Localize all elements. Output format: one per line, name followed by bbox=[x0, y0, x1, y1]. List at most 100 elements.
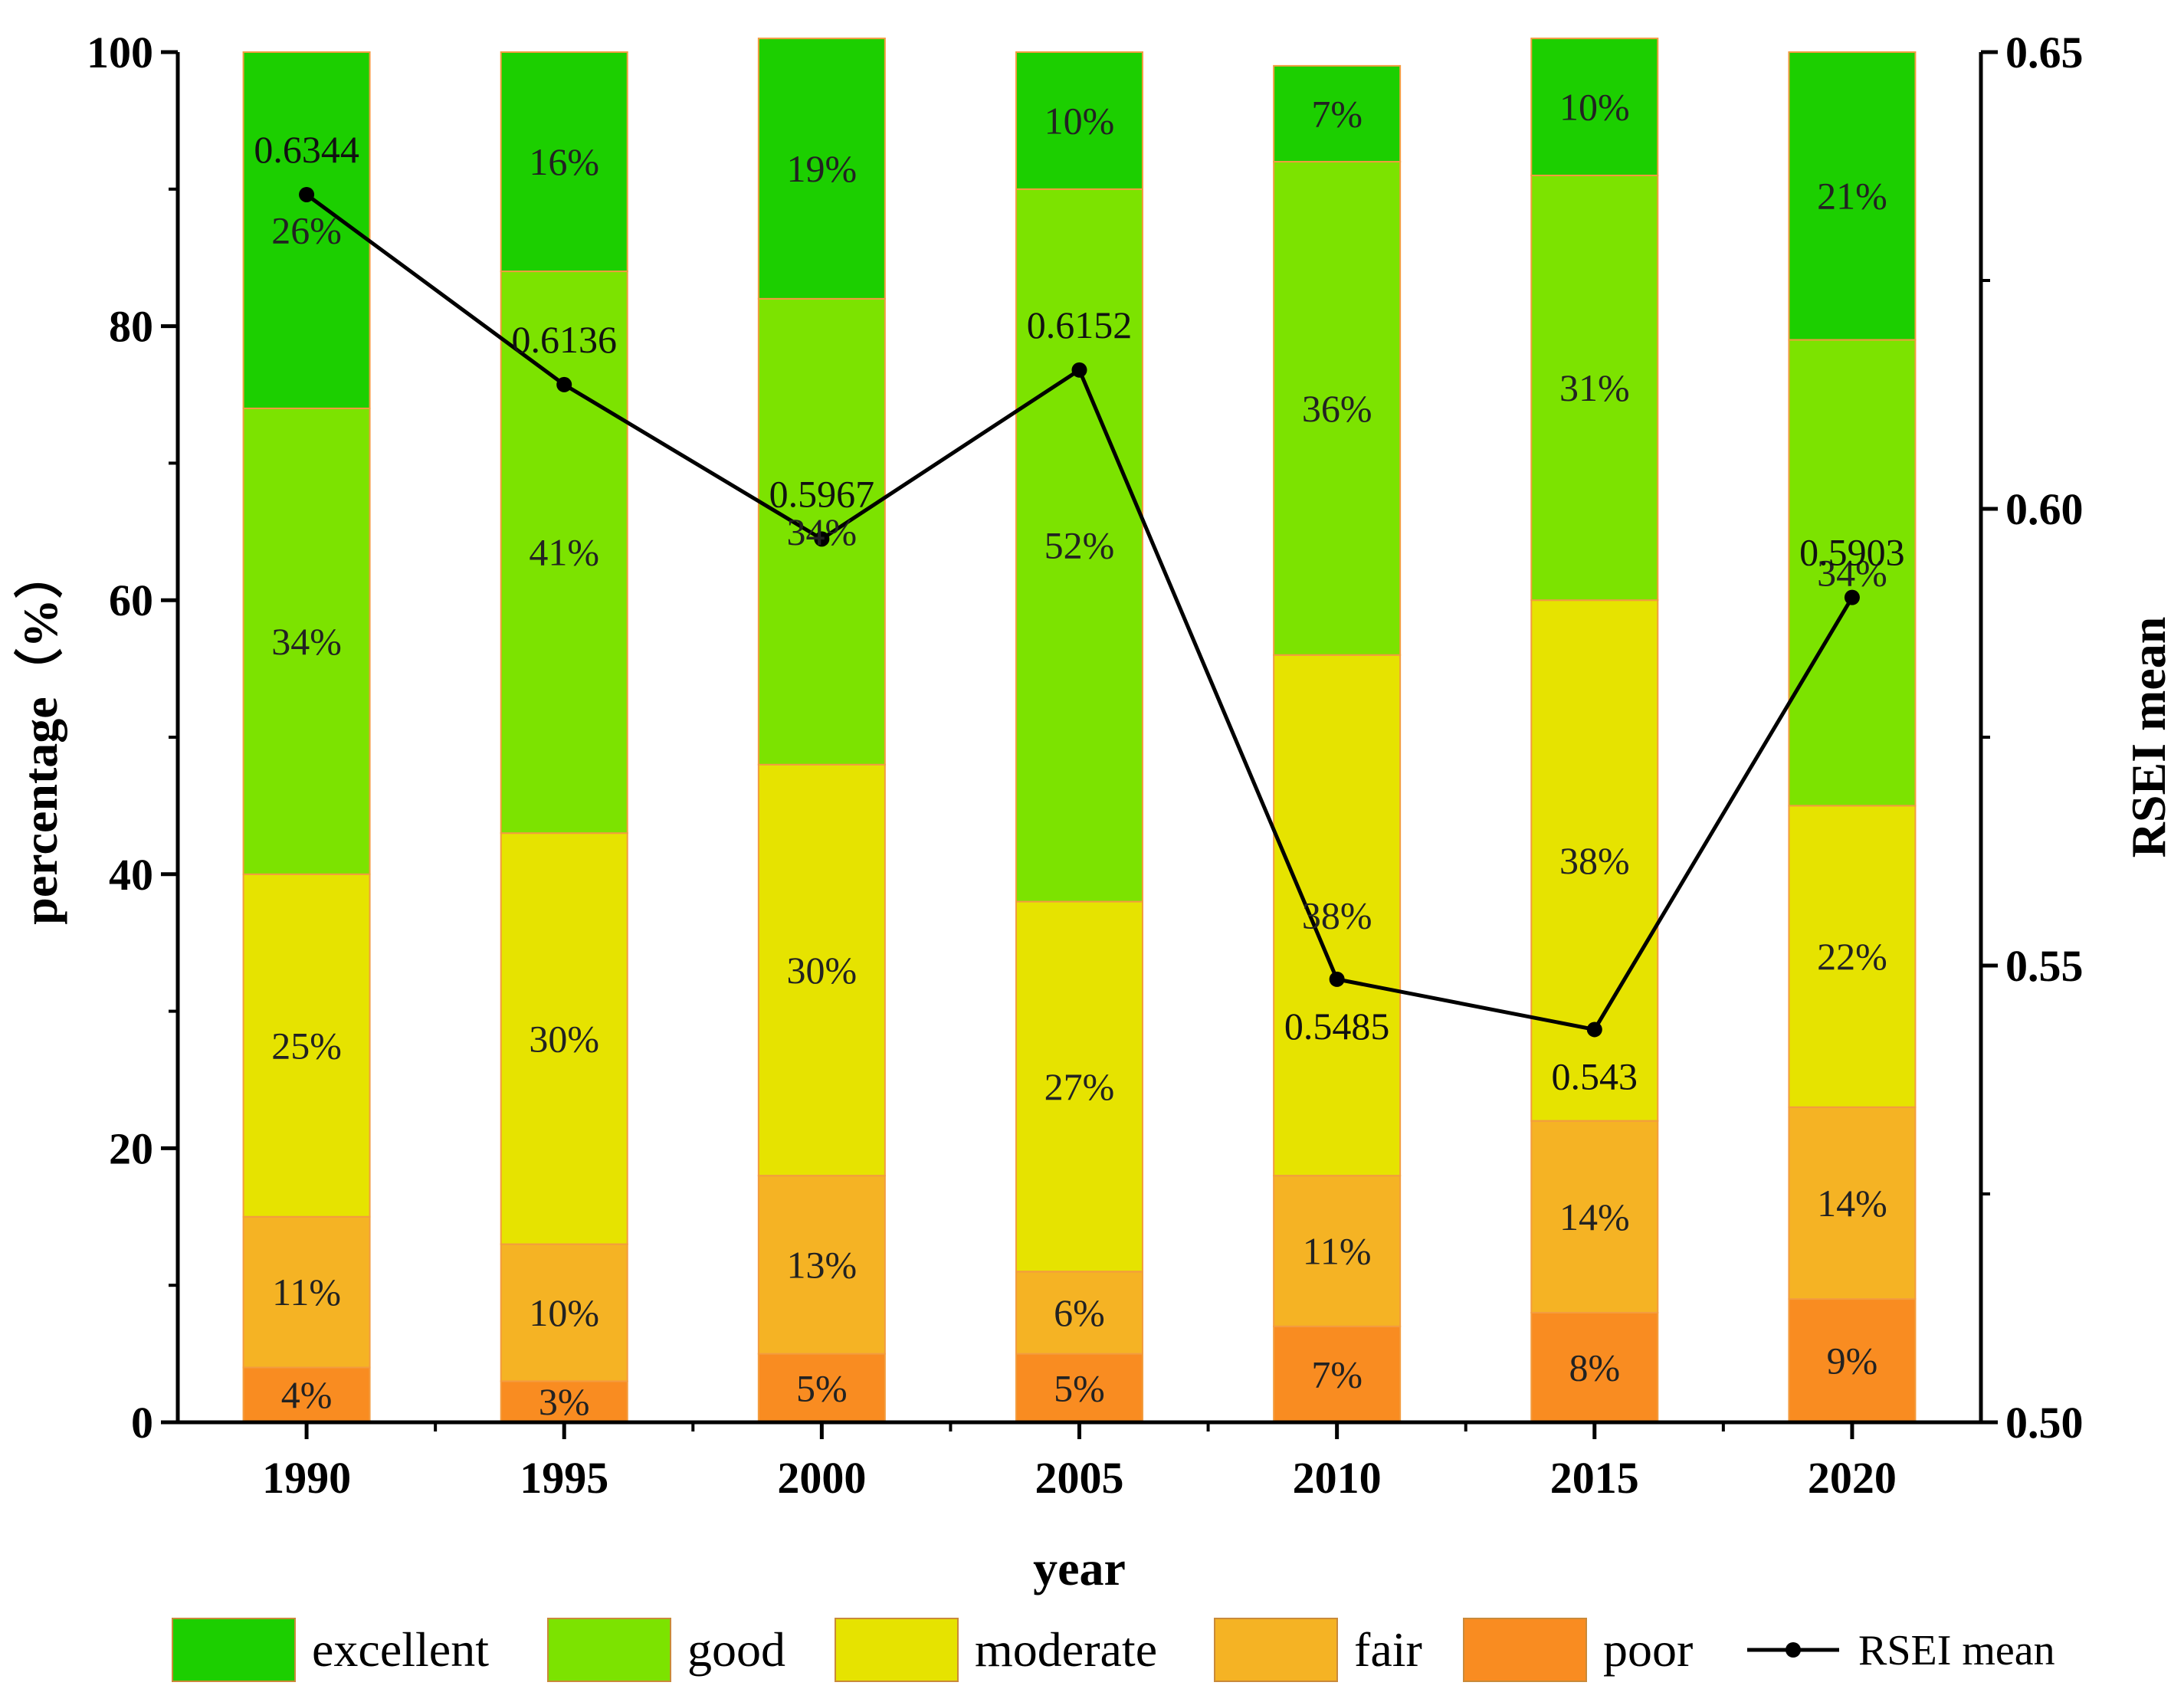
legend-swatch-excellent bbox=[172, 1618, 296, 1682]
segment-label-moderate-2000: 30% bbox=[787, 949, 858, 992]
y-tick-label: 20 bbox=[109, 1123, 153, 1173]
legend-label-good: good bbox=[687, 1622, 785, 1677]
segment-label-good-2015: 31% bbox=[1559, 366, 1630, 409]
segment-label-fair-2010: 11% bbox=[1303, 1230, 1372, 1273]
rsei-point-label-2010: 0.5485 bbox=[1284, 1005, 1390, 1048]
segment-label-excellent-2020: 21% bbox=[1817, 175, 1887, 218]
segment-label-moderate-1990: 25% bbox=[271, 1024, 342, 1067]
rsei-point-2000 bbox=[814, 531, 830, 547]
legend-label-excellent: excellent bbox=[312, 1622, 489, 1677]
y-tick-label: 0 bbox=[131, 1398, 153, 1448]
bar-segment-fair-2015 bbox=[1530, 1120, 1659, 1313]
legend-label-rsei: RSEI mean bbox=[1858, 1627, 2055, 1674]
segment-label-good-1995: 41% bbox=[529, 531, 599, 574]
rsei-point-label-2020: 0.5903 bbox=[1799, 531, 1905, 574]
segment-label-fair-1990: 11% bbox=[272, 1271, 341, 1313]
bar-segment-excellent-2005 bbox=[1015, 51, 1143, 190]
y-tick-label: 100 bbox=[87, 28, 153, 77]
segment-label-good-2020: 34% bbox=[1817, 551, 1887, 594]
x-tick-label: 1990 bbox=[262, 1453, 351, 1503]
bar-segment-good-1995 bbox=[500, 271, 628, 835]
segment-label-moderate-2005: 27% bbox=[1044, 1065, 1115, 1108]
segment-label-poor-1990: 4% bbox=[281, 1373, 333, 1416]
segment-label-good-2000: 34% bbox=[787, 510, 858, 553]
bar-segment-good-2010 bbox=[1273, 161, 1402, 656]
x-tick-label: 1995 bbox=[520, 1453, 608, 1503]
rsei-point-2020 bbox=[1844, 589, 1860, 605]
legend-swatch-fair bbox=[1214, 1618, 1338, 1682]
segment-label-good-2010: 36% bbox=[1302, 387, 1372, 430]
bar-segment-fair-1995 bbox=[500, 1243, 628, 1382]
segment-label-excellent-2000: 19% bbox=[787, 147, 858, 190]
y-axis-title: percentage（%） bbox=[13, 549, 67, 924]
rsei-point-label-2015: 0.543 bbox=[1552, 1054, 1638, 1097]
segment-label-poor-2010: 7% bbox=[1311, 1353, 1363, 1395]
legend-label-moderate: moderate bbox=[975, 1622, 1157, 1677]
bar-segment-poor-2005 bbox=[1015, 1353, 1143, 1423]
bar-segment-excellent-2000 bbox=[757, 38, 886, 300]
bars-layer bbox=[242, 38, 1917, 1423]
segment-label-fair-1995: 10% bbox=[529, 1291, 599, 1334]
rsei-point-1995 bbox=[556, 376, 572, 392]
y2-tick-label: 0.50 bbox=[2005, 1398, 2084, 1448]
segment-label-good-1990: 34% bbox=[271, 620, 342, 663]
segment-label-moderate-1995: 30% bbox=[529, 1017, 599, 1060]
legend-swatch-moderate bbox=[835, 1618, 959, 1682]
segment-label-moderate-2010: 38% bbox=[1302, 894, 1372, 936]
segment-label-excellent-1995: 16% bbox=[529, 140, 599, 183]
segment-label-excellent-2015: 10% bbox=[1559, 86, 1630, 129]
bar-segment-poor-1995 bbox=[500, 1380, 628, 1423]
x-tick-label: 2005 bbox=[1035, 1453, 1124, 1503]
y2-tick-label: 0.60 bbox=[2005, 484, 2084, 534]
segment-label-fair-2005: 6% bbox=[1054, 1291, 1105, 1334]
segment-label-excellent-2005: 10% bbox=[1044, 99, 1115, 142]
y2-tick-label: 0.65 bbox=[2005, 28, 2084, 77]
segment-label-excellent-1990: 26% bbox=[271, 208, 342, 251]
y2-axis-title: RSEI mean bbox=[2121, 617, 2176, 858]
rsei-point-1990 bbox=[299, 186, 315, 202]
bar-segment-moderate-2005 bbox=[1015, 900, 1143, 1273]
segment-label-fair-2015: 14% bbox=[1559, 1195, 1630, 1238]
bar-segment-excellent-1990 bbox=[242, 51, 371, 409]
bar-segment-poor-2015 bbox=[1530, 1311, 1659, 1423]
segment-label-excellent-2010: 7% bbox=[1311, 92, 1363, 135]
bar-segment-moderate-2020 bbox=[1788, 805, 1917, 1108]
rsei-line-layer bbox=[299, 186, 1860, 1038]
bar-segment-moderate-2010 bbox=[1273, 654, 1402, 1177]
labels-layer: 4% 11% 25% 34% 26% 3% 10% 30% 41% 16% 5% 13% 30% 34% 1… bbox=[254, 86, 1904, 1424]
bar-segment-poor-1990 bbox=[242, 1366, 371, 1423]
segment-label-poor-2020: 9% bbox=[1827, 1340, 1878, 1382]
bar-segment-fair-2005 bbox=[1015, 1271, 1143, 1355]
bar-segment-moderate-2000 bbox=[757, 763, 886, 1177]
segment-label-fair-2000: 13% bbox=[787, 1243, 858, 1286]
legend-marker-rsei bbox=[1786, 1642, 1801, 1658]
segment-label-poor-1995: 3% bbox=[539, 1380, 590, 1423]
bar-segment-poor-2010 bbox=[1273, 1325, 1402, 1423]
legend-label-poor: poor bbox=[1603, 1622, 1693, 1677]
rsei-point-label-2005: 0.6152 bbox=[1027, 303, 1133, 346]
x-tick-label: 2015 bbox=[1550, 1453, 1639, 1503]
x-tick-label: 2010 bbox=[1293, 1453, 1382, 1503]
y2-tick-label: 0.55 bbox=[2005, 941, 2084, 991]
bar-segment-fair-1990 bbox=[242, 1215, 371, 1369]
bar-segment-poor-2000 bbox=[757, 1353, 886, 1423]
bar-segment-good-2020 bbox=[1788, 339, 1917, 807]
bar-segment-excellent-2020 bbox=[1788, 51, 1917, 341]
segment-label-moderate-2020: 22% bbox=[1817, 935, 1887, 978]
x-axis-title: year bbox=[1033, 1541, 1126, 1595]
legend-label-fair: fair bbox=[1354, 1622, 1422, 1677]
y-tick-label: 40 bbox=[109, 850, 153, 900]
segment-label-poor-2000: 5% bbox=[796, 1366, 848, 1409]
rsei-point-label-1995: 0.6136 bbox=[511, 318, 617, 361]
bar-segment-fair-2020 bbox=[1788, 1106, 1917, 1300]
bar-segment-excellent-2010 bbox=[1273, 64, 1402, 163]
x-tick-label: 2020 bbox=[1808, 1453, 1897, 1503]
x-tick-label: 2000 bbox=[777, 1453, 866, 1503]
segment-label-poor-2015: 8% bbox=[1569, 1346, 1620, 1389]
bar-segment-good-2005 bbox=[1015, 188, 1143, 903]
y-tick-label: 80 bbox=[109, 302, 153, 352]
bar-segment-excellent-1995 bbox=[500, 51, 628, 273]
rsei-point-2015 bbox=[1586, 1022, 1602, 1038]
